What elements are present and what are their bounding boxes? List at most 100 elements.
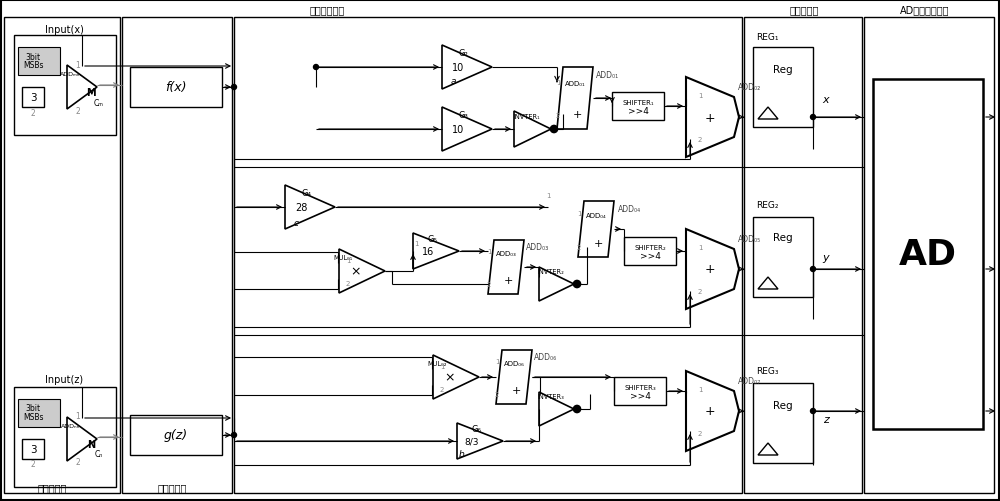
Text: SHIFTER₃: SHIFTER₃ (624, 384, 656, 390)
Text: ADD₀₁: ADD₀₁ (565, 80, 585, 86)
Text: Cₙ: Cₙ (95, 449, 103, 458)
Polygon shape (413, 233, 459, 270)
Text: ADD₀₃: ADD₀₃ (496, 251, 516, 257)
Text: 10: 10 (452, 125, 464, 135)
Text: 1: 1 (487, 248, 491, 255)
Polygon shape (433, 355, 479, 399)
Text: y: y (823, 253, 829, 263)
Text: >>4: >>4 (628, 107, 648, 116)
Circle shape (232, 433, 237, 438)
Text: +: + (705, 405, 715, 418)
Text: MUL₀₂: MUL₀₂ (427, 360, 447, 366)
Text: ADD₀₄: ADD₀₄ (618, 205, 641, 214)
Text: 1: 1 (414, 240, 418, 246)
Text: ADD₀₇: ADD₀₇ (738, 377, 761, 386)
Text: INVTER₁: INVTER₁ (514, 114, 540, 120)
Text: N: N (87, 439, 95, 449)
Text: +: + (572, 109, 582, 119)
Bar (18, 399, 60, 427)
Text: G₂: G₂ (458, 50, 468, 59)
Polygon shape (457, 423, 503, 459)
Text: z: z (823, 414, 829, 424)
Text: 1: 1 (698, 386, 702, 392)
Bar (22, 439, 44, 459)
Bar (4, 18, 120, 493)
Bar (864, 18, 994, 493)
Text: 1: 1 (698, 93, 702, 99)
Polygon shape (758, 278, 778, 290)
Text: ADDₘₘ: ADDₘₘ (60, 72, 82, 77)
Bar (130, 68, 222, 108)
Text: 2: 2 (346, 281, 350, 287)
Circle shape (810, 267, 815, 272)
Text: 2: 2 (577, 244, 581, 250)
Text: 3bit: 3bit (25, 53, 41, 62)
Text: SHIFTER₂: SHIFTER₂ (634, 244, 666, 250)
Text: 2: 2 (440, 386, 444, 392)
Text: INVTER₃: INVTER₃ (538, 393, 564, 399)
Text: 1: 1 (76, 412, 80, 421)
Text: AD: AD (899, 237, 957, 272)
Polygon shape (442, 46, 492, 90)
Bar (234, 18, 742, 493)
Text: 1: 1 (698, 244, 702, 250)
Bar (744, 18, 862, 493)
Text: 3: 3 (30, 444, 36, 454)
Bar (753, 48, 813, 128)
Text: 2: 2 (487, 282, 491, 288)
Text: 2: 2 (31, 459, 35, 468)
Text: 逻辑运算模块: 逻辑运算模块 (310, 5, 345, 15)
Text: MUL₀₁: MUL₀₁ (333, 255, 353, 261)
Text: REG₂: REG₂ (756, 201, 778, 210)
Text: ADD₀₁: ADD₀₁ (596, 70, 619, 79)
Text: ADD₀₃: ADD₀₃ (526, 243, 549, 252)
Circle shape (314, 65, 319, 70)
Circle shape (810, 409, 815, 414)
Text: M: M (86, 88, 96, 98)
Text: REG₁: REG₁ (756, 34, 778, 43)
Text: 2: 2 (698, 430, 702, 436)
Polygon shape (514, 112, 551, 148)
Text: 1: 1 (440, 363, 444, 369)
Bar (18, 48, 60, 76)
Polygon shape (578, 201, 614, 258)
Text: 1: 1 (546, 192, 550, 198)
Text: INVTER₂: INVTER₂ (538, 269, 564, 275)
Text: G₆: G₆ (471, 425, 481, 434)
Bar (614, 377, 666, 405)
Circle shape (232, 85, 237, 90)
Text: 2: 2 (698, 289, 702, 295)
Text: Reg: Reg (773, 65, 793, 75)
Text: Reg: Reg (773, 232, 793, 242)
Text: 2: 2 (76, 106, 80, 115)
Bar (130, 415, 222, 455)
Text: AD转换驱动模块: AD转换驱动模块 (900, 5, 949, 15)
Bar (14, 387, 116, 487)
Text: Input(x): Input(x) (45, 25, 83, 35)
Text: 3: 3 (30, 93, 36, 103)
Text: 16: 16 (422, 246, 434, 257)
Polygon shape (557, 68, 593, 130)
Text: +: + (511, 386, 521, 396)
Bar (122, 18, 232, 493)
Text: 1: 1 (76, 61, 80, 69)
Text: REG₃: REG₃ (756, 367, 778, 376)
Text: MSBs: MSBs (23, 62, 43, 70)
Text: ADD₀₂: ADD₀₂ (738, 83, 761, 92)
Text: +: + (503, 276, 513, 286)
Text: +: + (593, 238, 603, 248)
Text: 2: 2 (76, 457, 80, 466)
Text: ADD₀₆: ADD₀₆ (534, 353, 557, 362)
Text: MSBs: MSBs (23, 413, 43, 422)
Polygon shape (758, 108, 778, 120)
Text: a: a (450, 77, 456, 86)
Polygon shape (496, 350, 532, 404)
Text: 3bit: 3bit (25, 404, 41, 413)
Bar (22, 88, 44, 108)
Text: 2: 2 (698, 137, 702, 143)
Bar (624, 237, 676, 266)
Text: G₃: G₃ (458, 111, 468, 120)
Text: 2: 2 (31, 108, 35, 117)
Text: 寄存器模块: 寄存器模块 (790, 5, 819, 15)
Polygon shape (285, 186, 335, 229)
